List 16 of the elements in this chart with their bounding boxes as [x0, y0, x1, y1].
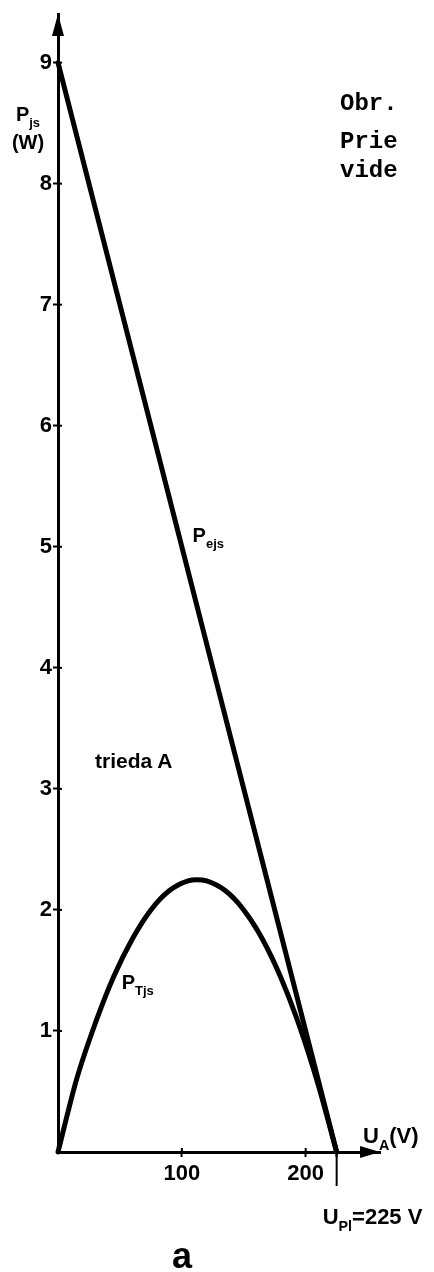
- annotation: Prie: [340, 128, 398, 155]
- y-tick-label: 3: [39, 774, 52, 800]
- y-tick-label: 6: [39, 411, 52, 437]
- y-tick-label: 5: [39, 532, 52, 558]
- x-tick-label: 200: [287, 1160, 325, 1186]
- text: a: [171, 1235, 193, 1272]
- y-tick-label: 1: [39, 1017, 52, 1043]
- annotation: Obr.: [340, 90, 398, 117]
- y-tick-label: 2: [39, 895, 52, 921]
- annotation: vide: [340, 157, 398, 184]
- x-tick-label: 100: [163, 1160, 201, 1186]
- y-tick-label: 9: [39, 48, 52, 74]
- annotation: trieda A: [95, 749, 173, 772]
- y-tick-label: 4: [39, 653, 53, 679]
- y-tick-label: 8: [39, 169, 52, 195]
- y-tick-label: 7: [39, 290, 52, 316]
